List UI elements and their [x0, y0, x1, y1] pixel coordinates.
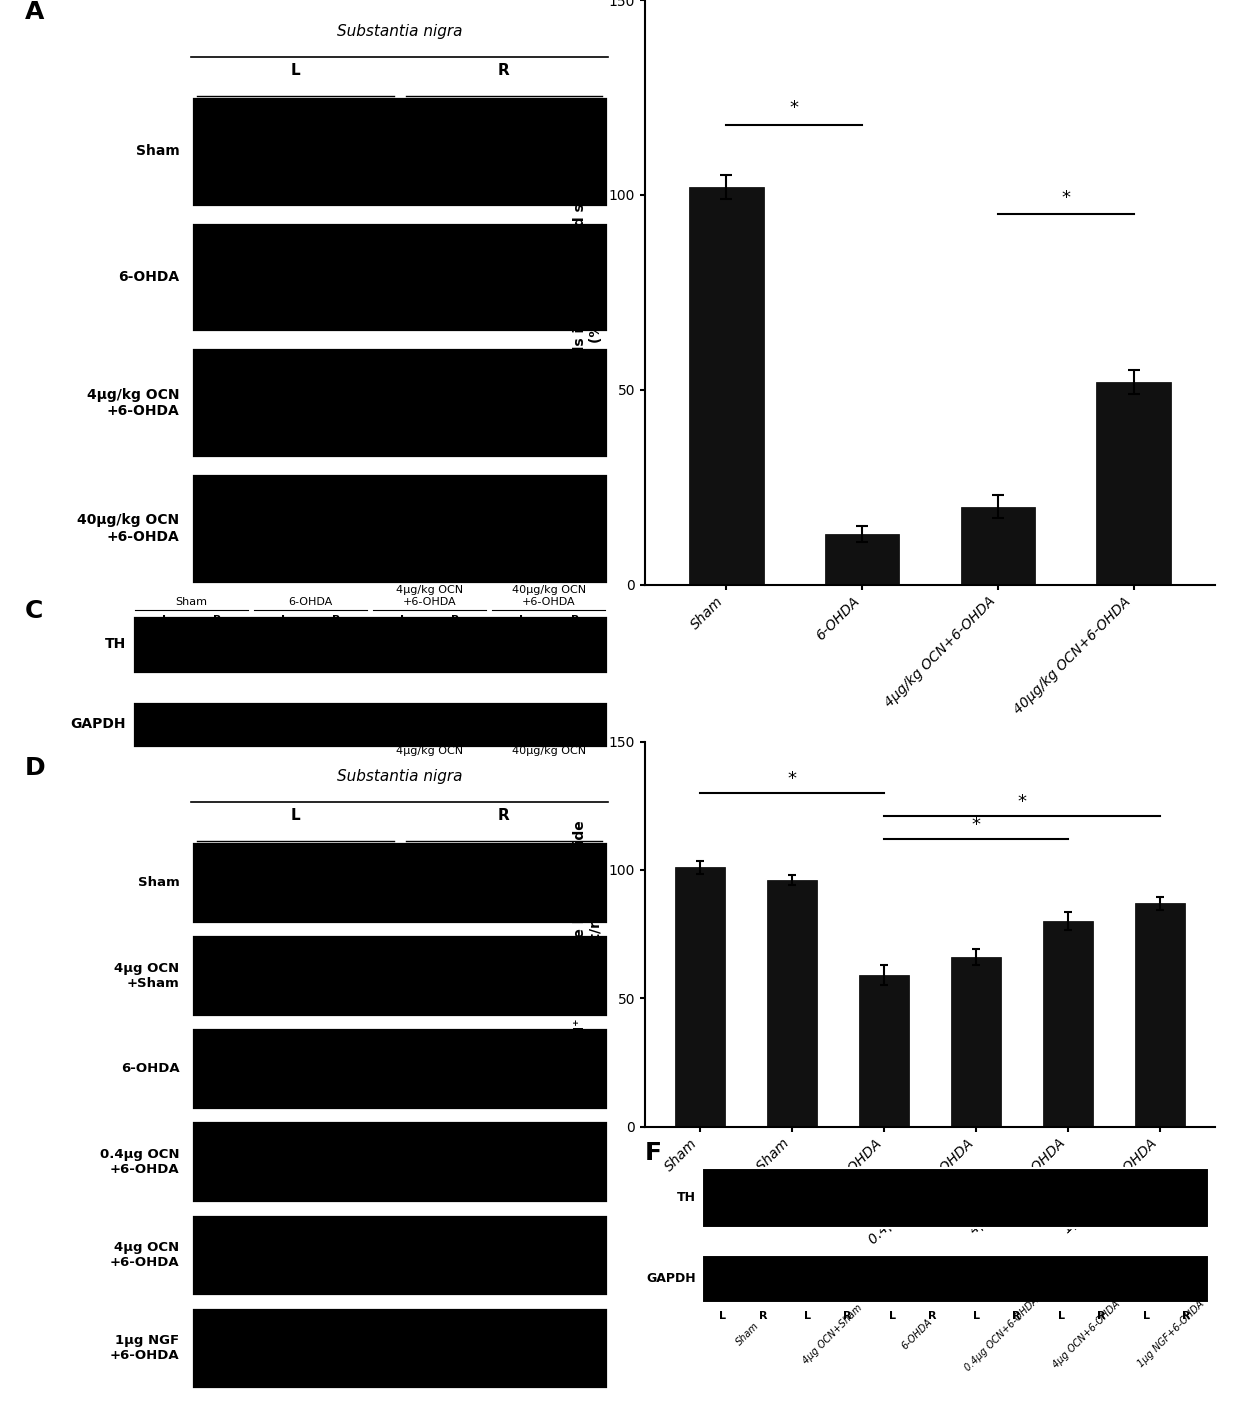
- Text: L: L: [399, 615, 407, 625]
- Bar: [191, 1214, 608, 1296]
- Text: *: *: [787, 770, 796, 787]
- Text: C: C: [25, 599, 43, 623]
- Text: R: R: [451, 615, 460, 625]
- Bar: [191, 934, 608, 1017]
- Text: 1μg NGF
+6-OHDA: 1μg NGF +6-OHDA: [110, 1335, 180, 1362]
- Text: 6-OHDA: 6-OHDA: [289, 596, 332, 607]
- Text: A: A: [25, 0, 45, 24]
- Text: L: L: [291, 809, 300, 823]
- Text: L: L: [280, 615, 288, 625]
- Bar: [961, 506, 1035, 585]
- Text: 4μg/kg OCN: 4μg/kg OCN: [396, 746, 463, 756]
- Text: L: L: [973, 1312, 981, 1322]
- Y-axis label: TH⁺ cells in the lesioned side
(% lfet/right): TH⁺ cells in the lesioned side (% lfet/r…: [573, 178, 603, 406]
- Text: 6-OHDA: 6-OHDA: [122, 1062, 180, 1075]
- Bar: [1135, 903, 1185, 1127]
- Bar: [191, 348, 608, 458]
- Text: 4μg OCN
+6-OHDA: 4μg OCN +6-OHDA: [110, 1241, 180, 1269]
- Bar: [191, 221, 608, 332]
- Bar: [675, 867, 725, 1127]
- Bar: [951, 957, 1002, 1127]
- Text: 4μg OCN+6-OHDA: 4μg OCN+6-OHDA: [1050, 1299, 1122, 1369]
- Text: GAPDH: GAPDH: [71, 717, 126, 732]
- Text: R: R: [1012, 1312, 1021, 1322]
- Text: F: F: [645, 1141, 662, 1165]
- Bar: [825, 533, 899, 585]
- Text: 40μg/kg OCN
+6-OHDA: 40μg/kg OCN +6-OHDA: [77, 513, 180, 543]
- Text: L: L: [161, 615, 169, 625]
- Bar: [702, 1255, 1209, 1303]
- Text: 6-OHDA: 6-OHDA: [119, 270, 180, 284]
- Text: 1μg NGF+6-OHDA: 1μg NGF+6-OHDA: [1136, 1299, 1205, 1369]
- Bar: [191, 96, 608, 207]
- Text: E: E: [577, 710, 594, 734]
- Text: R: R: [928, 1312, 936, 1322]
- Y-axis label: TH⁺ cells in the lesioned side
(% lfet/right): TH⁺ cells in the lesioned side (% lfet/r…: [573, 820, 603, 1048]
- Text: L: L: [889, 1312, 895, 1322]
- Text: 40μg/kg OCN
+6-OHDA: 40μg/kg OCN +6-OHDA: [512, 585, 585, 607]
- Text: R: R: [759, 1312, 768, 1322]
- Text: R: R: [1097, 1312, 1105, 1322]
- Text: R: R: [1182, 1312, 1190, 1322]
- Text: R: R: [843, 1312, 852, 1322]
- Text: 4μg/kg OCN
+6-OHDA: 4μg/kg OCN +6-OHDA: [87, 388, 180, 418]
- Text: 0.4μg OCN+6-OHDA: 0.4μg OCN+6-OHDA: [962, 1295, 1040, 1373]
- Bar: [702, 1168, 1209, 1228]
- Bar: [131, 702, 608, 749]
- Bar: [1043, 921, 1094, 1127]
- Text: D: D: [25, 756, 46, 780]
- Text: 4μg/kg OCN
+6-OHDA: 4μg/kg OCN +6-OHDA: [396, 585, 463, 607]
- Bar: [191, 1027, 608, 1109]
- Text: Sham: Sham: [734, 1320, 761, 1348]
- Text: L: L: [291, 63, 300, 78]
- Text: L: L: [518, 615, 526, 625]
- Bar: [191, 841, 608, 924]
- Bar: [689, 187, 764, 585]
- Text: 6-OHDA: 6-OHDA: [899, 1316, 934, 1352]
- Text: R: R: [570, 615, 579, 625]
- Text: L: L: [719, 1312, 727, 1322]
- Text: R: R: [213, 615, 222, 625]
- Text: 4μg OCN+Sham: 4μg OCN+Sham: [801, 1302, 864, 1366]
- Text: Sham: Sham: [136, 144, 180, 158]
- Text: *: *: [1061, 188, 1070, 207]
- Text: TH: TH: [104, 637, 126, 652]
- Bar: [859, 975, 909, 1127]
- Bar: [1096, 382, 1171, 585]
- Text: R: R: [498, 809, 510, 823]
- Text: 4μg OCN
+Sham: 4μg OCN +Sham: [114, 961, 180, 990]
- Bar: [191, 473, 608, 585]
- Text: *: *: [971, 816, 981, 834]
- Text: 40μg/kg OCN: 40μg/kg OCN: [512, 746, 585, 756]
- Text: *: *: [790, 98, 799, 117]
- Text: Substantia nigra: Substantia nigra: [337, 769, 463, 784]
- Text: *: *: [1018, 793, 1027, 811]
- Text: 0.4μg OCN
+6-OHDA: 0.4μg OCN +6-OHDA: [100, 1148, 180, 1176]
- Bar: [131, 615, 608, 674]
- Text: GAPDH: GAPDH: [646, 1272, 696, 1285]
- Text: Substantia nigra: Substantia nigra: [337, 24, 463, 39]
- Bar: [191, 1121, 608, 1204]
- Text: Sham: Sham: [138, 876, 180, 888]
- Text: L: L: [1058, 1312, 1065, 1322]
- Text: L: L: [1142, 1312, 1149, 1322]
- Bar: [191, 1306, 608, 1389]
- Bar: [766, 880, 817, 1127]
- Text: Sham: Sham: [175, 596, 207, 607]
- Text: R: R: [498, 63, 510, 78]
- Text: R: R: [332, 615, 341, 625]
- Text: TH: TH: [677, 1191, 696, 1204]
- Text: L: L: [804, 1312, 811, 1322]
